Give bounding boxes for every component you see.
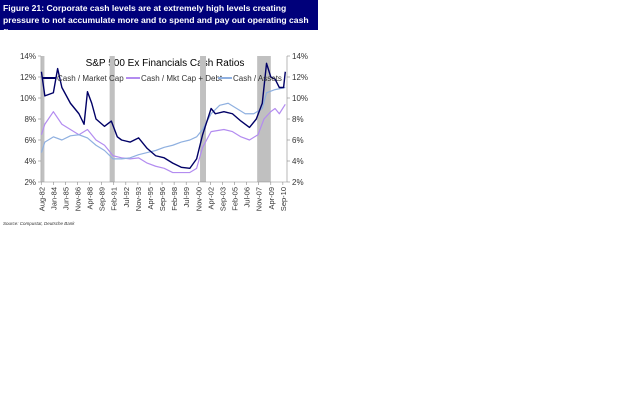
figure-caption: Figure 21: Corporate cash levels are at …	[0, 0, 318, 37]
x-tick-label: Sep-96	[158, 187, 167, 211]
x-tick-label: Jul-06	[243, 187, 252, 207]
y-tick-label-right: 6%	[292, 136, 304, 145]
y-tick-label-right: 12%	[292, 73, 308, 82]
x-tick-label: Nov-00	[194, 187, 203, 211]
legend-label: Cash / Market Cap	[57, 74, 124, 83]
y-tick-label-left: 8%	[24, 115, 36, 124]
x-tick-label: Jul-92	[122, 187, 131, 207]
chart-title: S&P 500 Ex Financials Cash Ratios	[86, 58, 245, 69]
y-tick-label-right: 2%	[292, 178, 304, 187]
x-tick-label: Sep-89	[98, 187, 107, 211]
x-tick-label: Feb-05	[231, 187, 240, 211]
x-tick-label: Apr-88	[86, 187, 95, 210]
x-tick-label: Jul-99	[182, 187, 191, 207]
y-tick-label-left: 14%	[20, 52, 36, 61]
y-tick-label-left: 2%	[24, 178, 36, 187]
legend-label: Cash / Assets	[233, 74, 282, 83]
y-tick-label-left: 4%	[24, 157, 36, 166]
y-tick-label-left: 10%	[20, 94, 36, 103]
x-tick-label: Apr-02	[206, 187, 215, 210]
recession-bar	[41, 56, 45, 182]
y-tick-label-right: 10%	[292, 94, 308, 103]
y-tick-label-left: 6%	[24, 136, 36, 145]
x-tick-label: Sep-03	[218, 187, 227, 211]
series-line-cash-mkt-cap-debt	[40, 103, 286, 174]
legend-label: Cash / Mkt Cap + Debt	[141, 74, 223, 83]
x-tick-label: Jun-85	[61, 187, 70, 210]
series-line-cash-market-cap	[40, 62, 286, 170]
series-line-cash-assets	[40, 86, 286, 160]
y-tick-label-left: 12%	[20, 73, 36, 82]
x-tick-label: Feb-91	[110, 187, 119, 211]
x-tick-label: Nov-93	[134, 187, 143, 211]
x-tick-label: Nov-07	[255, 187, 264, 211]
x-tick-label: Apr-09	[267, 187, 276, 210]
x-tick-label: Sep-10	[279, 187, 288, 211]
y-tick-label-right: 14%	[292, 52, 308, 61]
x-tick-label: Nov-86	[73, 187, 82, 211]
x-tick-label: Feb-98	[170, 187, 179, 211]
x-tick-label: Aug-82	[37, 187, 46, 211]
recession-bar	[109, 56, 115, 182]
x-tick-label: Jan-84	[49, 187, 58, 210]
source-note: Source: Compustat, Deutsche Bank	[3, 221, 75, 226]
recession-bar	[200, 56, 206, 182]
y-tick-label-right: 8%	[292, 115, 304, 124]
x-tick-label: Apr-95	[146, 187, 155, 210]
y-tick-label-right: 4%	[292, 157, 304, 166]
